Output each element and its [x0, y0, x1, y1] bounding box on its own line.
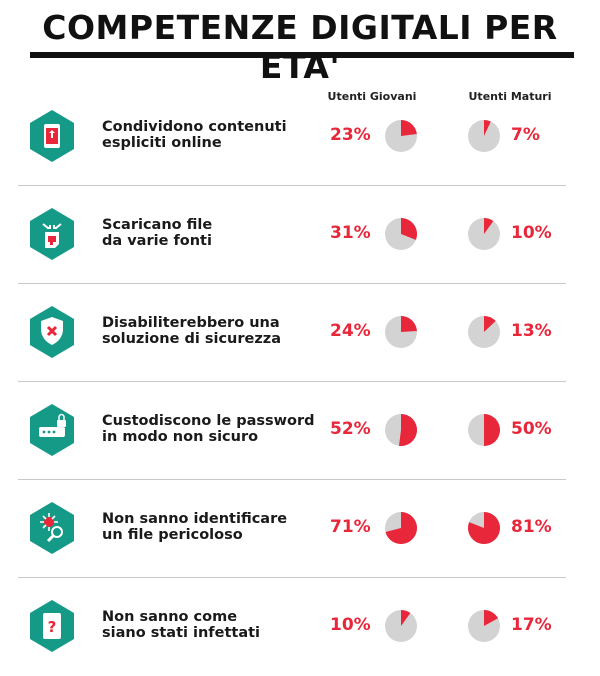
row-label-line1: Non sanno identificare: [102, 511, 288, 527]
mature-pie: [467, 512, 500, 544]
row-divider: [18, 185, 566, 186]
mature-pie: [468, 414, 500, 446]
row-label-line2: espliciti online: [102, 135, 222, 151]
young-percentage: 10%: [330, 615, 371, 635]
table-row: Custodiscono le password in modo non sicu…: [18, 382, 566, 480]
mature-pie: [468, 218, 500, 250]
mature-pie: [468, 120, 500, 152]
young-pie: [385, 218, 418, 250]
pie-slice: [401, 218, 418, 240]
page-title: COMPETENZE DIGITALI PER ETA': [42, 8, 558, 86]
row-label: Condividono contenuti espliciti online: [102, 119, 332, 151]
shield-x-icon: [28, 305, 76, 359]
row-label-line2: in modo non sicuro: [102, 429, 259, 445]
pie-slice: [484, 218, 494, 234]
row-label-line1: Non sanno come: [102, 609, 238, 625]
row-divider: [18, 283, 566, 284]
download-file-icon: [28, 207, 76, 261]
share-tablet-icon: [28, 109, 76, 163]
pie-slice: [484, 316, 496, 332]
young-percentage: 52%: [330, 419, 371, 439]
mature-percentage: 13%: [511, 321, 552, 341]
pie-slice: [385, 512, 417, 544]
row-label-line1: Condividono contenuti: [102, 119, 287, 135]
row-divider: [18, 381, 566, 382]
table-row: Non sanno identificare un file pericoloso…: [18, 480, 566, 578]
young-percentage: 24%: [330, 321, 371, 341]
row-label-line2: un file pericoloso: [102, 527, 243, 543]
table-row: Disabiliterebbero una soluzione di sicure…: [18, 284, 566, 382]
mature-percentage: 7%: [511, 125, 540, 145]
pie-slice: [484, 414, 500, 446]
table-row: Condividono contenuti espliciti online 23%…: [18, 88, 566, 186]
pie-slice: [401, 316, 417, 332]
row-divider: [18, 479, 566, 480]
row-label-line2: soluzione di sicurezza: [102, 331, 282, 347]
row-label: Non sanno identificare un file pericoloso: [102, 511, 332, 543]
question-tablet-icon: ?: [28, 599, 76, 653]
mature-percentage: 81%: [511, 517, 552, 537]
row-label: Non sanno come siano stati infettati: [102, 609, 332, 641]
pie-slice: [401, 610, 411, 626]
young-percentage: 23%: [330, 125, 371, 145]
pie-slice: [484, 120, 491, 136]
row-divider: [18, 577, 566, 578]
young-pie: [385, 610, 417, 642]
row-label-line2: siano stati infettati: [102, 625, 260, 641]
row-label-line2: da varie fonti: [102, 233, 212, 249]
row-label-line1: Disabiliterebbero una: [102, 315, 280, 331]
row-label: Disabiliterebbero una soluzione di sicure…: [102, 315, 332, 347]
pie-slice: [467, 512, 500, 544]
row-label-line1: Custodiscono le password: [102, 413, 315, 429]
table-row: Scaricano file da varie fonti 31% 10%: [18, 186, 566, 284]
svg-text:?: ?: [48, 618, 57, 636]
malware-magnifier-icon: [28, 501, 76, 555]
password-lock-icon: [28, 403, 76, 457]
pie-slice: [484, 610, 499, 626]
mature-percentage: 10%: [511, 223, 552, 243]
pie-slice: [398, 413, 418, 446]
mature-percentage: 50%: [511, 419, 552, 439]
pie-slice: [401, 120, 417, 136]
row-label-line1: Scaricano file: [102, 217, 213, 233]
mature-pie: [468, 610, 500, 642]
mature-percentage: 17%: [511, 615, 552, 635]
young-percentage: 31%: [330, 223, 371, 243]
column-header-old: Utenti Maturi: [468, 90, 552, 103]
young-percentage: 71%: [330, 517, 371, 537]
young-pie: [385, 316, 417, 348]
table-row: ? Non sanno come siano stati infettati 10%…: [18, 578, 566, 676]
row-label: Custodiscono le password in modo non sicu…: [102, 413, 332, 445]
young-pie: [385, 512, 417, 544]
column-header-young: Utenti Giovani: [327, 90, 417, 103]
title-underline: [30, 52, 574, 58]
row-label: Scaricano file da varie fonti: [102, 217, 332, 249]
young-pie: [385, 120, 417, 152]
young-pie: [385, 413, 418, 446]
mature-pie: [468, 316, 500, 348]
